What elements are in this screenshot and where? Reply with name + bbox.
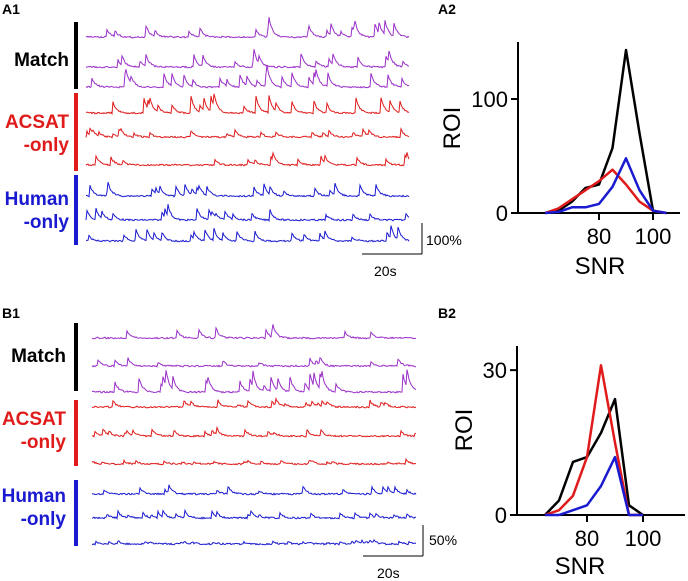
a2-series-human xyxy=(544,157,667,215)
b1-acsat-label-line1: ACSAT xyxy=(2,409,66,430)
b1-trace-match-2 xyxy=(91,356,416,368)
b1-scale-y-label: 50% xyxy=(429,532,457,548)
b1-trace-acsat-3 xyxy=(91,457,417,466)
b1-trace-match-1 xyxy=(91,324,416,340)
b1-trace-human-3 xyxy=(91,539,416,546)
b1-match-label: Match xyxy=(11,346,66,367)
b2-x-label: SNR xyxy=(555,553,606,580)
a1-trace-human-2 xyxy=(85,204,410,223)
b1-trace-acsat-2 xyxy=(91,425,417,438)
a1-human-label-line1: Human xyxy=(5,189,69,210)
a1-group-labels: Match ACSAT -only Human -only xyxy=(5,22,78,245)
a1-trace-match-3 xyxy=(85,65,410,89)
b2-y-tick-label: 30 xyxy=(483,358,507,383)
b1-traces xyxy=(91,324,417,546)
a1-trace-match-1 xyxy=(85,17,410,39)
panel-label-b1: B1 xyxy=(2,305,20,321)
a1-human-bar xyxy=(74,175,78,245)
a1-trace-acsat-2 xyxy=(85,127,410,139)
panel-label-a1: A1 xyxy=(2,1,20,17)
b1-human-label-line2: -only xyxy=(21,509,67,530)
chart-a2: ROI SNR 0 100 80 100 xyxy=(439,42,680,280)
a2-x-label: SNR xyxy=(575,253,626,280)
b1-group-labels: Match ACSAT -only Human -only xyxy=(2,323,78,546)
a1-match-bar xyxy=(74,22,78,89)
b1-scale-bar: 50% 20s xyxy=(363,525,457,581)
panel-label-a2: A2 xyxy=(438,1,456,17)
a2-y-tick-label: 0 xyxy=(496,201,508,226)
b1-trace-human-2 xyxy=(91,508,417,521)
b2-series xyxy=(544,364,644,517)
a2-series xyxy=(544,48,667,215)
b1-human-bar xyxy=(74,480,78,546)
a1-acsat-label-line1: ACSAT xyxy=(5,112,69,133)
b1-scale-x-label: 20s xyxy=(377,565,400,581)
b2-x-ticks: 80 100 xyxy=(575,515,662,551)
a1-trace-acsat-1 xyxy=(85,93,410,116)
b2-y-tick-label: 0 xyxy=(495,503,507,528)
b2-y-ticks: 0 30 xyxy=(483,358,517,528)
a2-x-tick-label: 80 xyxy=(587,224,611,249)
panel-label-b2: B2 xyxy=(438,305,456,321)
chart-b2: ROI SNR 0 30 80 100 xyxy=(451,346,685,580)
a1-trace-human-1 xyxy=(85,182,410,198)
a1-acsat-label-line2: -only xyxy=(24,135,70,156)
b1-trace-acsat-1 xyxy=(91,396,417,409)
a1-traces xyxy=(85,17,410,243)
a1-match-label: Match xyxy=(14,50,69,71)
b1-trace-match-3 xyxy=(91,369,417,394)
a1-human-label-line2: -only xyxy=(24,212,70,233)
b2-series-total xyxy=(544,397,644,517)
a1-trace-acsat-3 xyxy=(85,151,410,167)
a1-acsat-bar xyxy=(74,93,78,171)
b1-human-label-line1: Human xyxy=(2,486,66,507)
a2-x-ticks: 80 100 xyxy=(587,213,672,249)
b2-x-tick-label: 100 xyxy=(625,526,662,551)
a1-scale-y-label: 100% xyxy=(426,232,462,248)
b2-x-tick-label: 80 xyxy=(575,526,599,551)
a2-y-label: ROI xyxy=(439,107,466,150)
a2-series-acsat xyxy=(544,168,667,215)
b2-series-human xyxy=(545,455,643,517)
a2-y-tick-label: 100 xyxy=(471,87,508,112)
a1-trace-match-2 xyxy=(85,49,410,69)
a2-x-tick-label: 100 xyxy=(635,224,672,249)
b1-trace-human-1 xyxy=(91,484,417,496)
a2-series-total xyxy=(544,48,667,215)
b1-acsat-label-line2: -only xyxy=(21,432,67,453)
a1-scale-x-label: 20s xyxy=(374,263,397,279)
a1-scale-bar: 100% 20s xyxy=(362,223,462,279)
b1-acsat-bar xyxy=(74,400,78,466)
b1-match-bar xyxy=(74,323,78,391)
b2-y-label: ROI xyxy=(451,409,478,452)
a2-y-ticks: 0 100 xyxy=(471,87,518,226)
a1-trace-human-3 xyxy=(86,225,410,243)
